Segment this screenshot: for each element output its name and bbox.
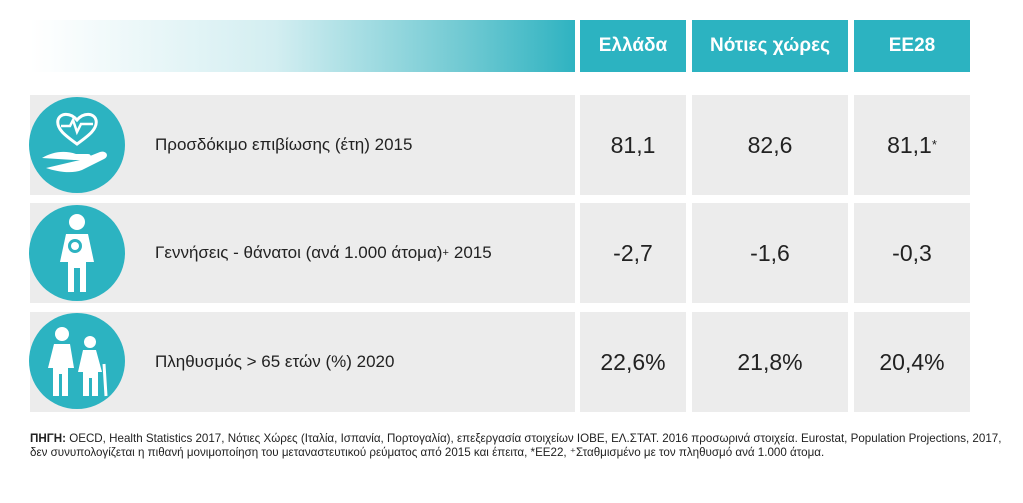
cell: 22,6% bbox=[580, 312, 686, 412]
cell: 21,8% bbox=[692, 312, 848, 412]
cell: 81,1 * bbox=[854, 95, 970, 195]
cell: -0,3 bbox=[854, 203, 970, 303]
cell-value: -1,6 bbox=[750, 239, 790, 266]
source-label: ΠΗΓΗ: bbox=[30, 432, 66, 445]
mother-baby-icon bbox=[29, 205, 125, 301]
cell: -2,7 bbox=[580, 203, 686, 303]
cell: 81,1 bbox=[580, 95, 686, 195]
row-label: Γεννήσεις - θάνατοι (ανά 1.000 άτομα) +20… bbox=[155, 243, 492, 262]
cell-value: 81,1 bbox=[887, 131, 932, 158]
cell-value: 82,6 bbox=[747, 131, 793, 158]
cell: 82,6 bbox=[692, 95, 848, 195]
label-text: 2015 bbox=[453, 243, 492, 262]
elderly-icon bbox=[29, 313, 125, 409]
row-label: Πληθυσμός > 65 ετών (%) 2020 bbox=[155, 352, 395, 371]
header-band bbox=[30, 20, 575, 72]
cell-value: 21,8% bbox=[737, 348, 803, 375]
footnote-text: OECD, Health Statistics 2017, Νότιες Χώρ… bbox=[30, 432, 1002, 459]
cell-value: 22,6% bbox=[600, 348, 666, 375]
cell: 20,4% bbox=[854, 312, 970, 412]
heart-hand-icon bbox=[29, 97, 125, 193]
cell: -1,6 bbox=[692, 203, 848, 303]
cell-value: 81,1 bbox=[610, 131, 656, 158]
column-header: ΕΕ28 bbox=[854, 20, 970, 72]
column-header: Ελλάδα bbox=[580, 20, 686, 72]
cell-value: -0,3 bbox=[892, 239, 932, 266]
column-header: Νότιες χώρες bbox=[692, 20, 848, 72]
row-label: Προσδόκιμο επιβίωσης (έτη) 2015 bbox=[155, 135, 413, 154]
cell-value: 20,4% bbox=[879, 348, 945, 375]
footnote: ΠΗΓΗ: OECD, Health Statistics 2017, Νότι… bbox=[30, 432, 1005, 460]
label-text: Γεννήσεις - θάνατοι (ανά 1.000 άτομα) bbox=[155, 243, 443, 262]
cell-value: -2,7 bbox=[613, 239, 653, 266]
